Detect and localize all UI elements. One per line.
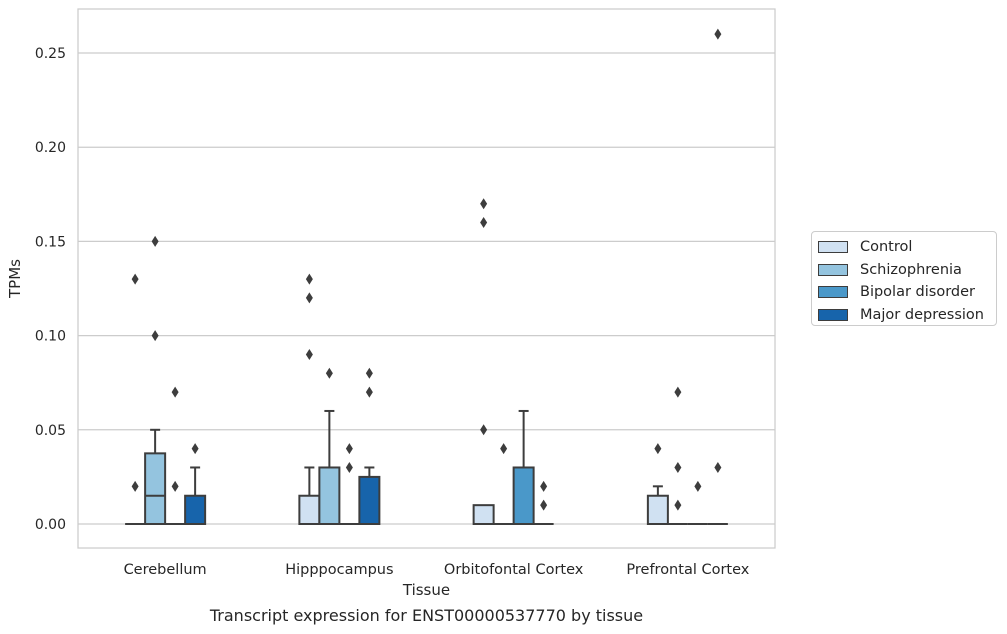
y-axis-label: TPMs <box>6 259 24 299</box>
series-schizophrenia <box>144 235 688 526</box>
box <box>493 443 514 525</box>
legend: Control Schizophrenia Bipolar disorder Majo… <box>811 231 997 326</box>
outlier-point <box>171 386 179 398</box>
box-body <box>318 466 341 526</box>
box <box>318 367 341 526</box>
box-body <box>358 475 381 525</box>
legend-swatch <box>818 286 848 299</box>
box <box>339 443 360 525</box>
outlier-point <box>305 273 313 285</box>
x-axis-ticks: Cerebellum Hipppocampus Orbitofontal Corte… <box>124 562 750 578</box>
y-axis-ticks: 0.00 0.05 0.10 0.15 0.20 0.25 <box>35 46 66 533</box>
box-body <box>512 466 535 526</box>
legend-swatch <box>818 263 848 276</box>
box-body <box>646 494 669 525</box>
box <box>144 235 167 526</box>
x-tick-label: Prefrontal Cortex <box>626 562 749 578</box>
legend-swatch <box>818 308 848 321</box>
outlier-point <box>480 424 488 436</box>
y-tick-label: 0.25 <box>35 46 66 62</box>
legend-label: Major depression <box>860 306 984 323</box>
outlier-point <box>345 443 353 455</box>
x-tick-label: Cerebellum <box>124 562 207 578</box>
outlier-point <box>674 386 682 398</box>
plot-frame <box>77 8 776 549</box>
outlier-point <box>305 292 313 304</box>
series-major-depression <box>184 28 728 525</box>
outlier-point <box>191 443 199 455</box>
box <box>165 386 186 525</box>
y-tick-label: 0.00 <box>35 517 66 533</box>
outlier-point <box>151 235 159 247</box>
box <box>472 198 495 526</box>
legend-label: Control <box>860 239 913 256</box>
outlier-point <box>694 480 702 492</box>
x-tick-label: Orbitofontal Cortex <box>444 562 584 578</box>
legend-item: Schizophrenia <box>818 259 990 282</box>
box-body <box>144 452 167 526</box>
box <box>533 480 554 525</box>
x-axis-label: Tissue <box>402 581 450 599</box>
outlier-point <box>500 443 508 455</box>
box-body <box>298 494 321 525</box>
legend-label: Schizophrenia <box>860 261 962 278</box>
x-tick-label: Hipppocampus <box>285 562 393 578</box>
outlier-point <box>480 217 488 229</box>
legend-item: Control <box>818 236 990 259</box>
box <box>358 367 381 525</box>
y-tick-label: 0.20 <box>35 140 66 156</box>
legend-label: Bipolar disorder <box>860 284 975 301</box>
y-tick-label: 0.10 <box>35 329 66 345</box>
legend-item: Bipolar disorder <box>818 281 990 304</box>
box <box>707 28 728 525</box>
box-body <box>472 504 495 526</box>
outlier-point <box>714 461 722 473</box>
outlier-point <box>540 480 548 492</box>
box <box>687 480 708 525</box>
outlier-point <box>674 499 682 511</box>
legend-item: Major depression <box>818 304 990 327</box>
box-series <box>125 28 728 526</box>
outlier-point <box>345 461 353 473</box>
y-tick-label: 0.15 <box>35 234 66 250</box>
outlier-point <box>305 348 313 360</box>
outlier-point <box>171 480 179 492</box>
outlier-point <box>365 386 373 398</box>
box <box>512 409 535 526</box>
box <box>646 443 669 525</box>
outlier-point <box>365 367 373 379</box>
gridlines <box>78 52 775 525</box>
y-tick-label: 0.05 <box>35 423 66 439</box>
series-control <box>125 198 669 526</box>
box <box>184 443 207 525</box>
outlier-point <box>151 330 159 342</box>
box <box>125 273 146 525</box>
series-bipolar-disorder <box>165 386 708 526</box>
figure-caption: Transcript expression for ENST0000053777… <box>209 606 644 625</box>
outlier-point <box>714 28 722 40</box>
outlier-point <box>480 198 488 210</box>
outlier-point <box>654 443 662 455</box>
outlier-point <box>325 367 333 379</box>
outlier-point <box>131 480 139 492</box>
box <box>298 273 321 525</box>
box <box>667 386 688 525</box>
box-body <box>184 494 207 525</box>
legend-swatch <box>818 241 848 254</box>
outlier-point <box>540 499 548 511</box>
outlier-point <box>131 273 139 285</box>
outlier-point <box>674 461 682 473</box>
